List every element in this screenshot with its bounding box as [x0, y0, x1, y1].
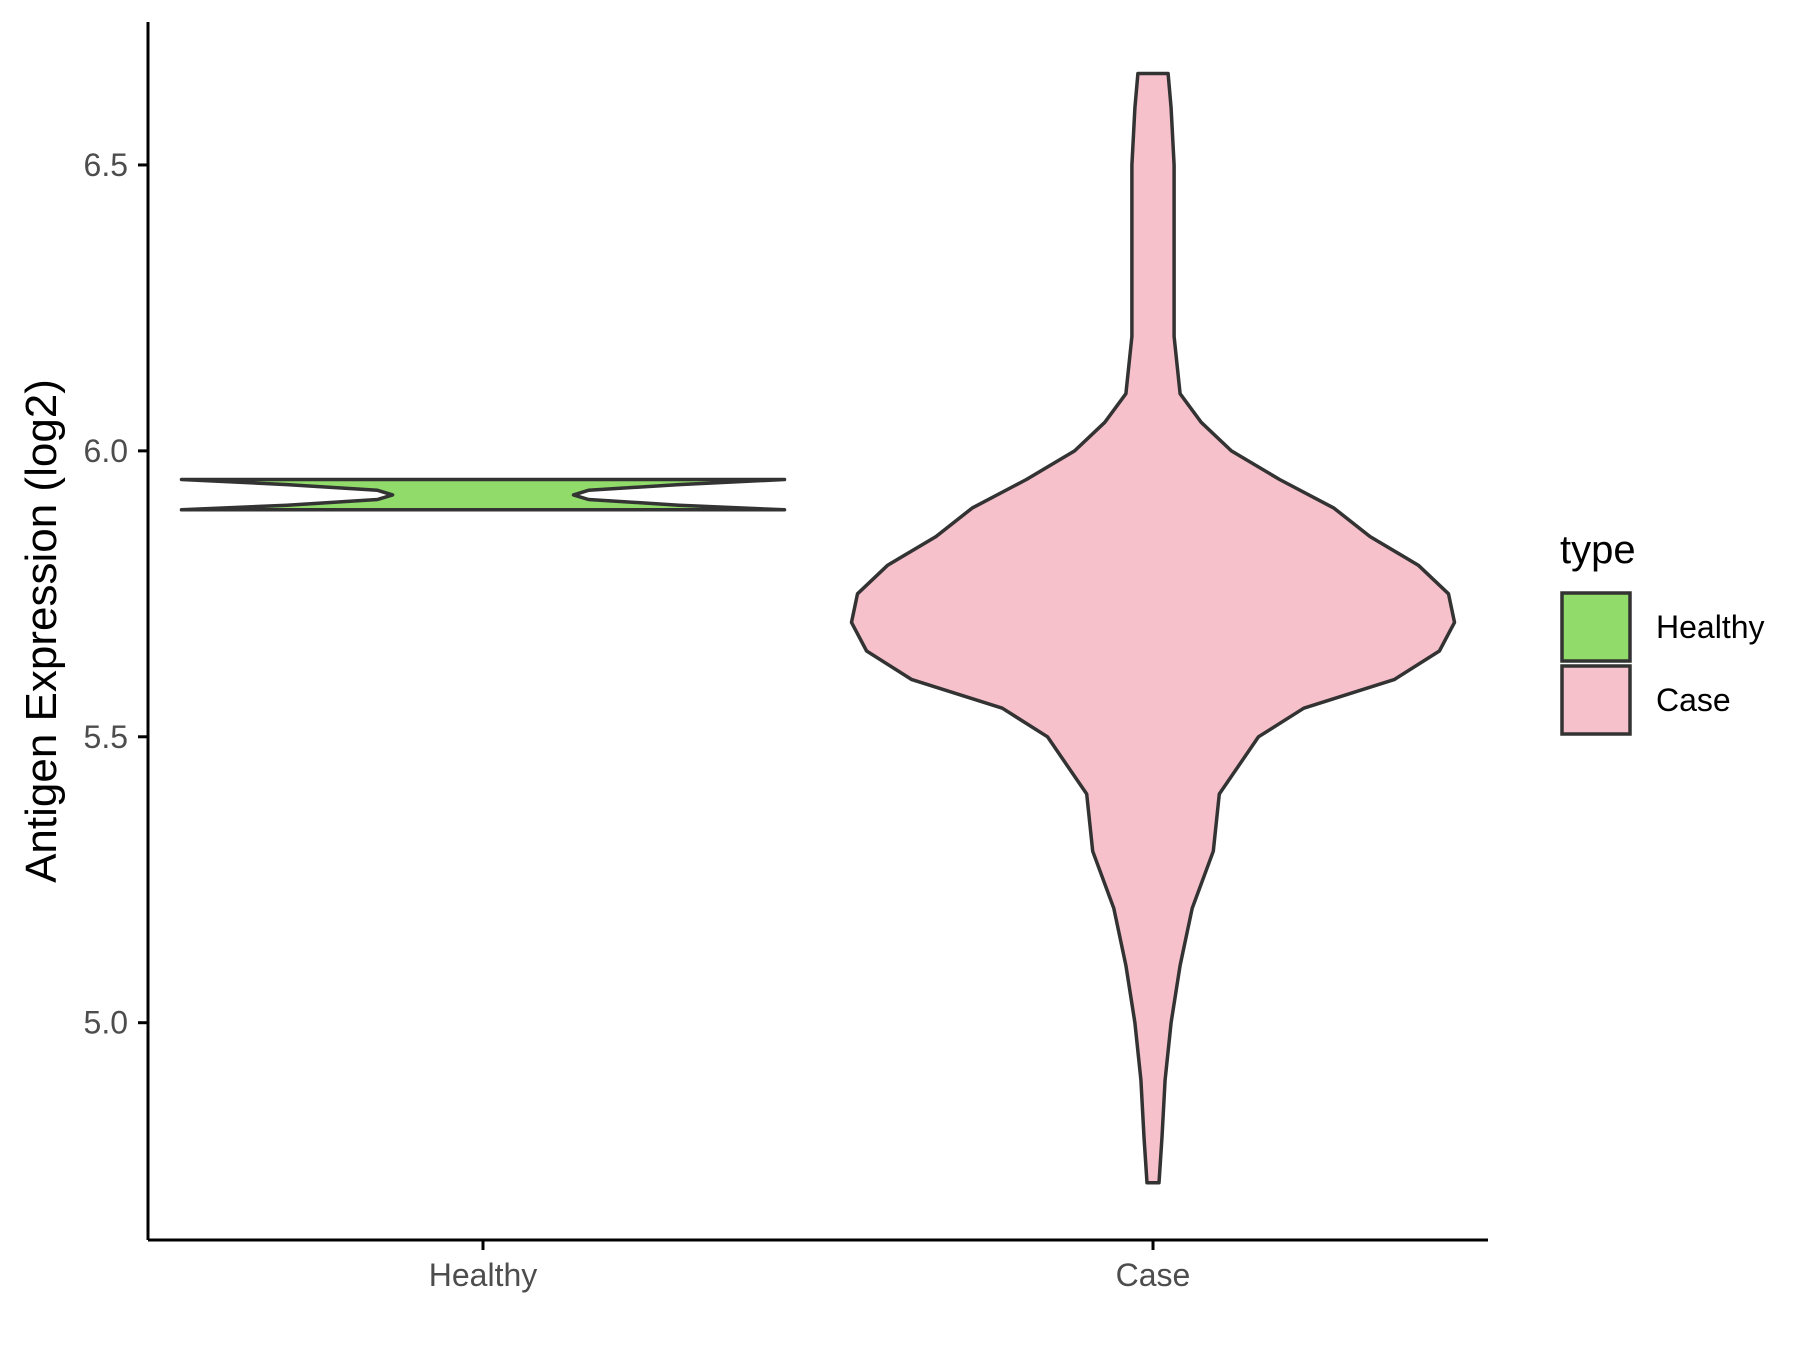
violin-case [849, 71, 1457, 1185]
x-tick-label: Healthy [429, 1257, 538, 1293]
y-tick-label: 6.5 [84, 147, 128, 183]
legend-swatch-case [1560, 664, 1632, 736]
legend: type Healthy Case [1560, 528, 1765, 736]
y-tick-label: 5.0 [84, 1005, 128, 1041]
legend-swatch-healthy [1560, 591, 1632, 663]
violins-group [179, 71, 1457, 1185]
x-ticks-group: Healthy Case [429, 1240, 1191, 1293]
violin-healthy [179, 477, 787, 512]
legend-title: type [1560, 528, 1636, 572]
x-tick-label: Case [1116, 1257, 1191, 1293]
legend-label-case: Case [1656, 682, 1731, 718]
legend-label-healthy: Healthy [1656, 609, 1765, 645]
y-tick-label: 5.5 [84, 719, 128, 755]
y-axis-title: Antigen Expression (log2) [17, 379, 66, 883]
y-tick-label: 6.0 [84, 433, 128, 469]
axes-group [146, 22, 1488, 1242]
y-ticks-group: 5.0 5.5 6.0 6.5 [84, 147, 148, 1041]
